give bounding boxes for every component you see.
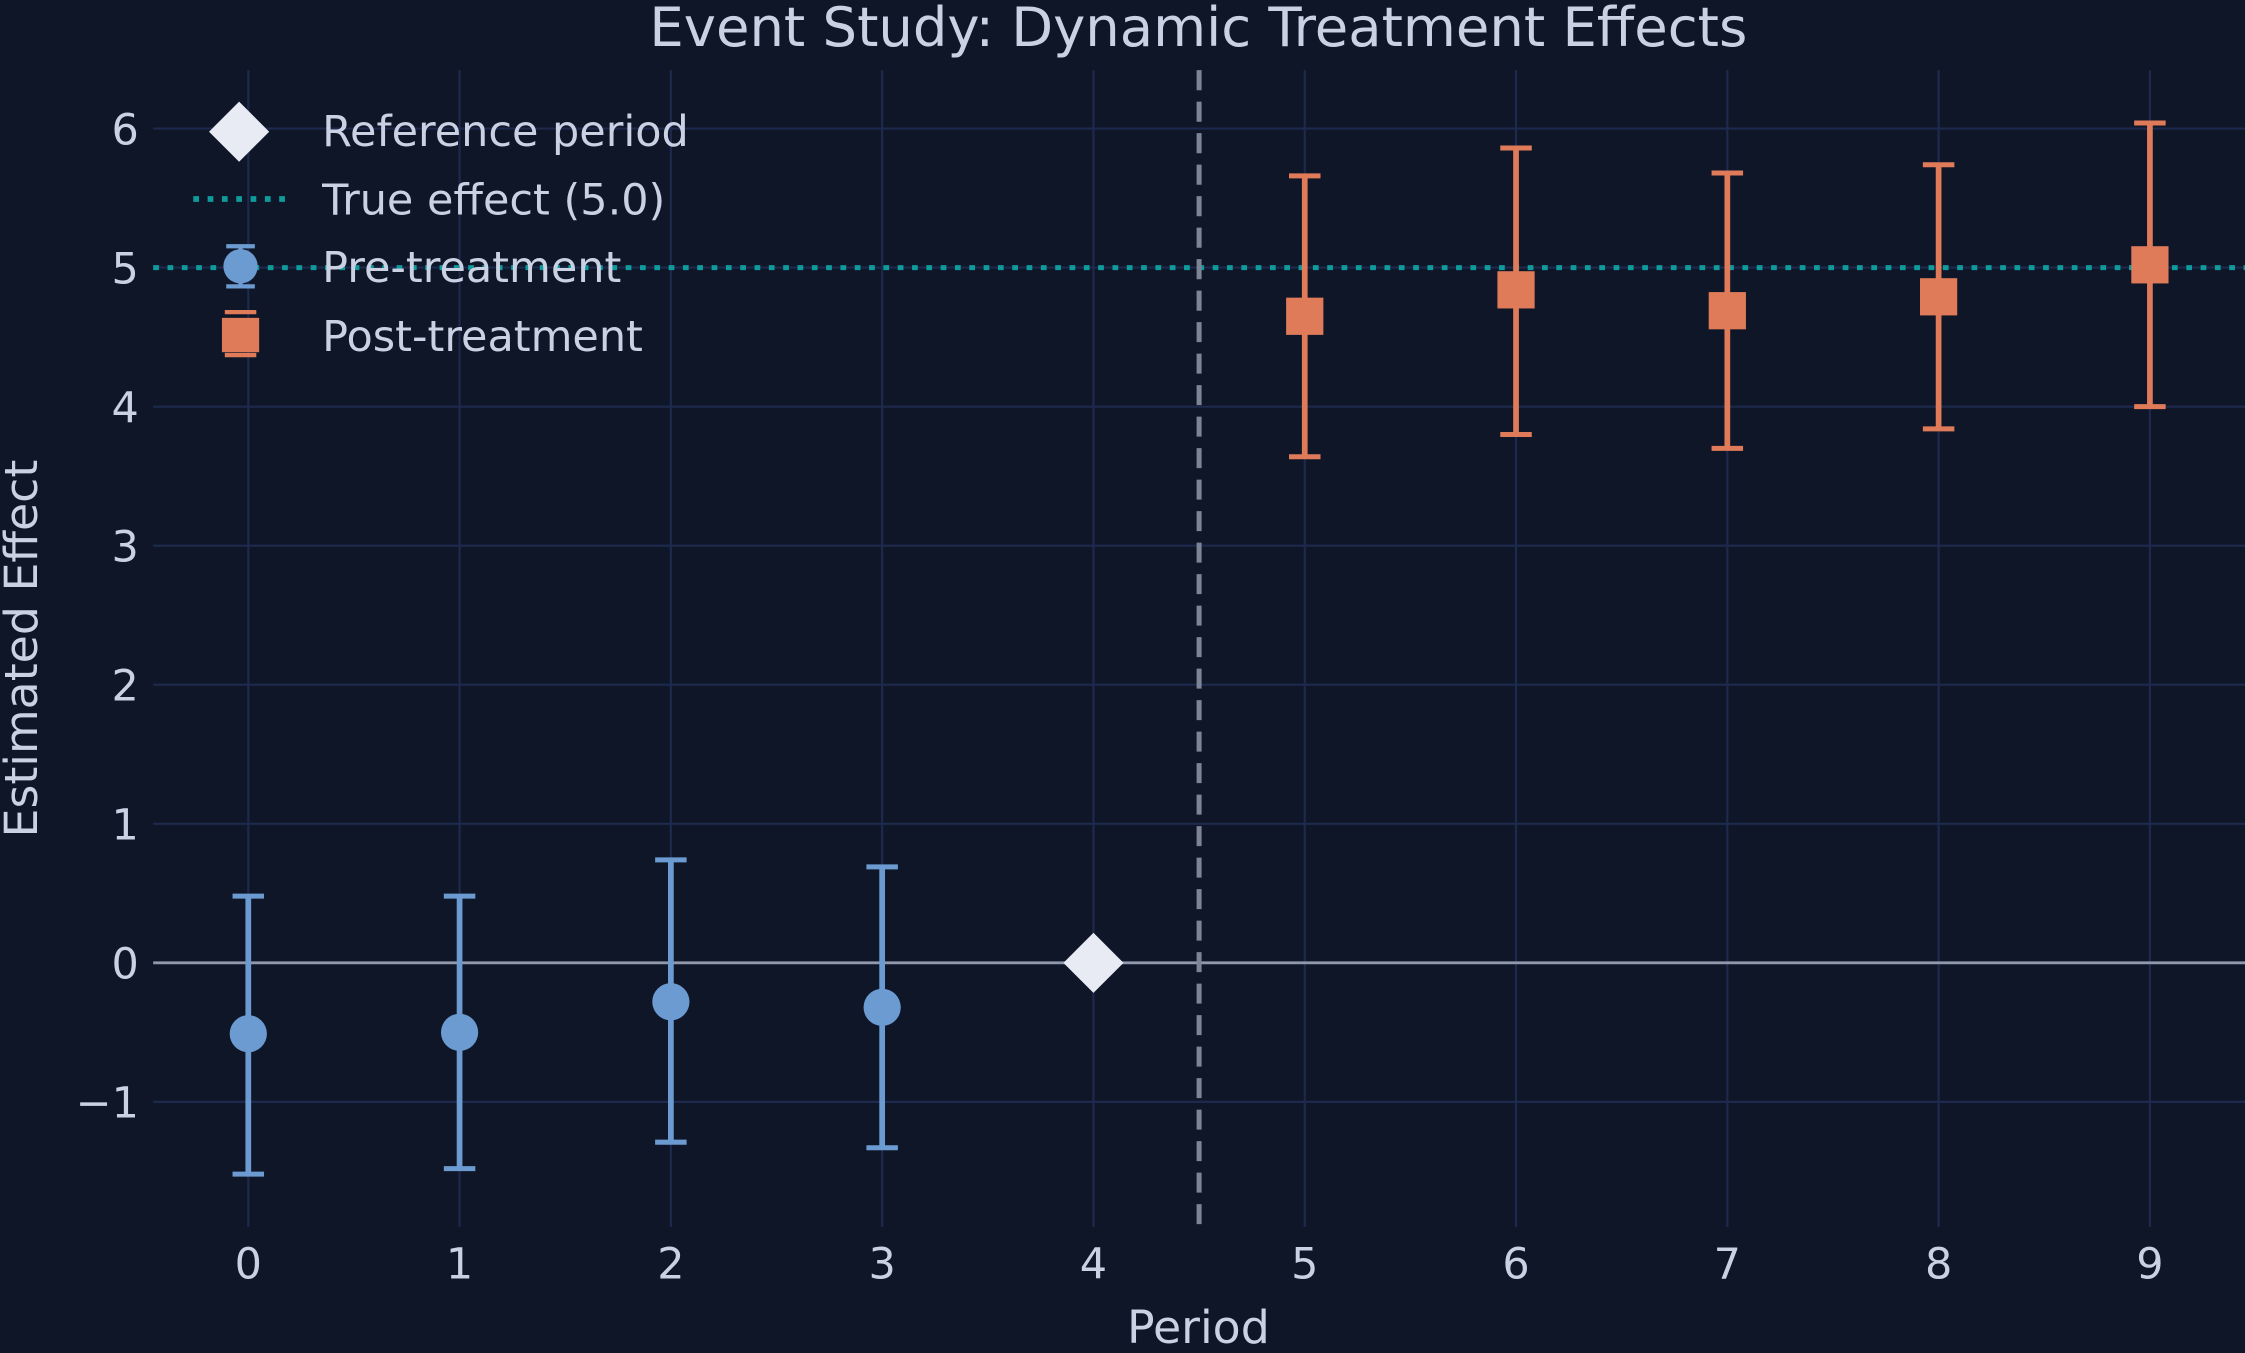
legend-label-pre: Pre-treatment — [322, 243, 621, 293]
y-axis-label: Estimated Effect — [0, 460, 48, 838]
y-tick-label: 4 — [112, 383, 139, 433]
y-tick-label: 1 — [112, 801, 139, 851]
legend-diamond-icon — [209, 101, 270, 162]
data-marks — [229, 120, 2169, 1177]
pre-treatment-point — [440, 1013, 479, 1051]
x-tick-label: 8 — [1925, 1240, 1952, 1290]
pre-treatment-point — [652, 983, 690, 1021]
pre-treatment-point — [229, 1015, 267, 1053]
y-tick-label: 0 — [112, 940, 139, 990]
x-tick-label: 3 — [868, 1240, 895, 1290]
y-tick-label: −1 — [76, 1079, 139, 1129]
post-treatment-point — [2131, 246, 2169, 284]
x-tick-label: 9 — [2136, 1240, 2163, 1290]
legend-label-reference: Reference period — [322, 107, 689, 157]
y-tick-label: 2 — [112, 661, 139, 711]
reference-point — [1063, 932, 1124, 993]
x-tick-label: 4 — [1080, 1240, 1107, 1290]
y-tick-label: 5 — [112, 244, 139, 294]
x-tick-label: 7 — [1714, 1240, 1741, 1290]
x-tick-label: 0 — [235, 1240, 262, 1290]
x-tick-label: 2 — [657, 1240, 684, 1290]
reference-lines — [153, 70, 2245, 1228]
y-tick-label: 6 — [112, 105, 139, 155]
post-treatment-point — [1708, 292, 1746, 330]
chart-title: Event Study: Dynamic Treatment Effects — [649, 0, 1747, 59]
post-treatment-point — [1920, 278, 1958, 316]
x-tick-label: 5 — [1291, 1240, 1318, 1290]
legend-label-true-effect: True effect (5.0) — [321, 176, 665, 226]
legend-circle-icon — [223, 244, 258, 289]
x-tick-label: 6 — [1502, 1240, 1529, 1290]
x-axis-label: Period — [1127, 1300, 1270, 1353]
legend-square-icon — [221, 309, 260, 358]
legend: Reference period True effect (5.0) Pre-t… — [193, 101, 689, 362]
post-treatment-point — [1497, 271, 1535, 309]
y-tick-label: 3 — [112, 522, 139, 572]
post-treatment-point — [1286, 297, 1324, 335]
x-tick-label: 1 — [446, 1240, 473, 1290]
tick-labels: 0 1 2 3 4 5 6 7 8 9 −1 0 1 2 3 4 5 6 — [76, 105, 2164, 1289]
legend-label-post: Post-treatment — [322, 312, 643, 362]
pre-treatment-point — [863, 988, 901, 1026]
